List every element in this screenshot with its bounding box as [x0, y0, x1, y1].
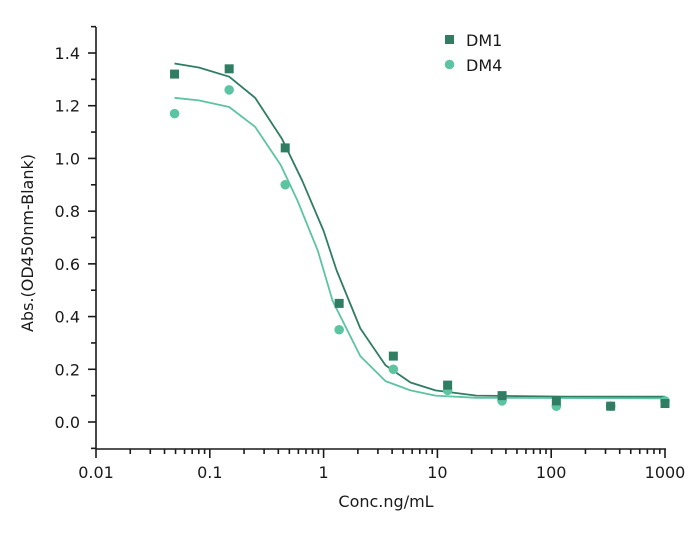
- y-tick-label: 1.2: [55, 97, 80, 116]
- circle-marker-icon: [444, 59, 455, 70]
- y-tick-label: 0.2: [55, 360, 80, 379]
- data-point-dm4: [388, 364, 399, 375]
- data-point-dm1: [280, 143, 290, 153]
- data-points: [169, 64, 670, 411]
- x-tick-label: 0.01: [78, 463, 114, 482]
- data-point-dm1: [443, 380, 453, 390]
- legend-label-dm1: DM1: [466, 31, 502, 50]
- y-axis-title: Abs.(OD450nm-Blank): [18, 154, 37, 332]
- data-point-dm4: [169, 108, 180, 119]
- x-axis: 0.01 0.1 1 10 100 1000: [78, 448, 685, 482]
- data-point-dm4: [224, 85, 234, 95]
- fit-curve-dm4: [174, 96, 666, 400]
- y-tick-label: 0.4: [55, 308, 80, 327]
- x-tick-label: 1: [319, 463, 329, 482]
- y-ticks: 0.0 0.2 0.4 0.6 0.8 1.0 1.2 1.4: [55, 25, 96, 450]
- y-tick-label: 0.6: [55, 255, 80, 274]
- fit-curves: [174, 62, 666, 400]
- data-point-dm4: [334, 324, 344, 335]
- y-tick-label: 0.0: [55, 413, 80, 432]
- fit-curve-dm1: [174, 62, 665, 398]
- legend: DM1 DM4: [444, 31, 502, 75]
- y-tick-label: 0.8: [55, 202, 80, 221]
- square-marker-icon: [445, 35, 454, 44]
- legend-item-dm4: DM4: [444, 56, 502, 75]
- x-tick-label: 100: [536, 463, 567, 482]
- data-point-dm1: [170, 69, 180, 79]
- data-point-dm1: [224, 64, 234, 74]
- x-ticks: 0.01 0.1 1 10 100 1000: [78, 449, 685, 482]
- plot-area: [169, 62, 670, 411]
- y-tick-label: 1.4: [55, 44, 80, 63]
- data-point-dm4: [280, 179, 291, 190]
- data-point-dm1: [497, 391, 507, 401]
- x-axis-title: Conc.ng/mL: [338, 492, 433, 511]
- data-point-dm1: [606, 401, 616, 411]
- x-tick-label: 10: [427, 463, 447, 482]
- legend-item-dm1: DM1: [445, 31, 502, 50]
- x-tick-label: 1000: [645, 463, 686, 482]
- y-axis: 0.0 0.2 0.4 0.6 0.8 1.0 1.2 1.4: [55, 25, 97, 450]
- data-point-dm1: [334, 298, 344, 308]
- legend-label-dm4: DM4: [466, 56, 502, 75]
- data-point-dm1: [660, 399, 670, 409]
- x-tick-label: 0.1: [197, 463, 222, 482]
- data-point-dm1: [388, 351, 398, 361]
- data-point-dm1: [551, 396, 561, 406]
- y-tick-label: 1.0: [55, 149, 80, 168]
